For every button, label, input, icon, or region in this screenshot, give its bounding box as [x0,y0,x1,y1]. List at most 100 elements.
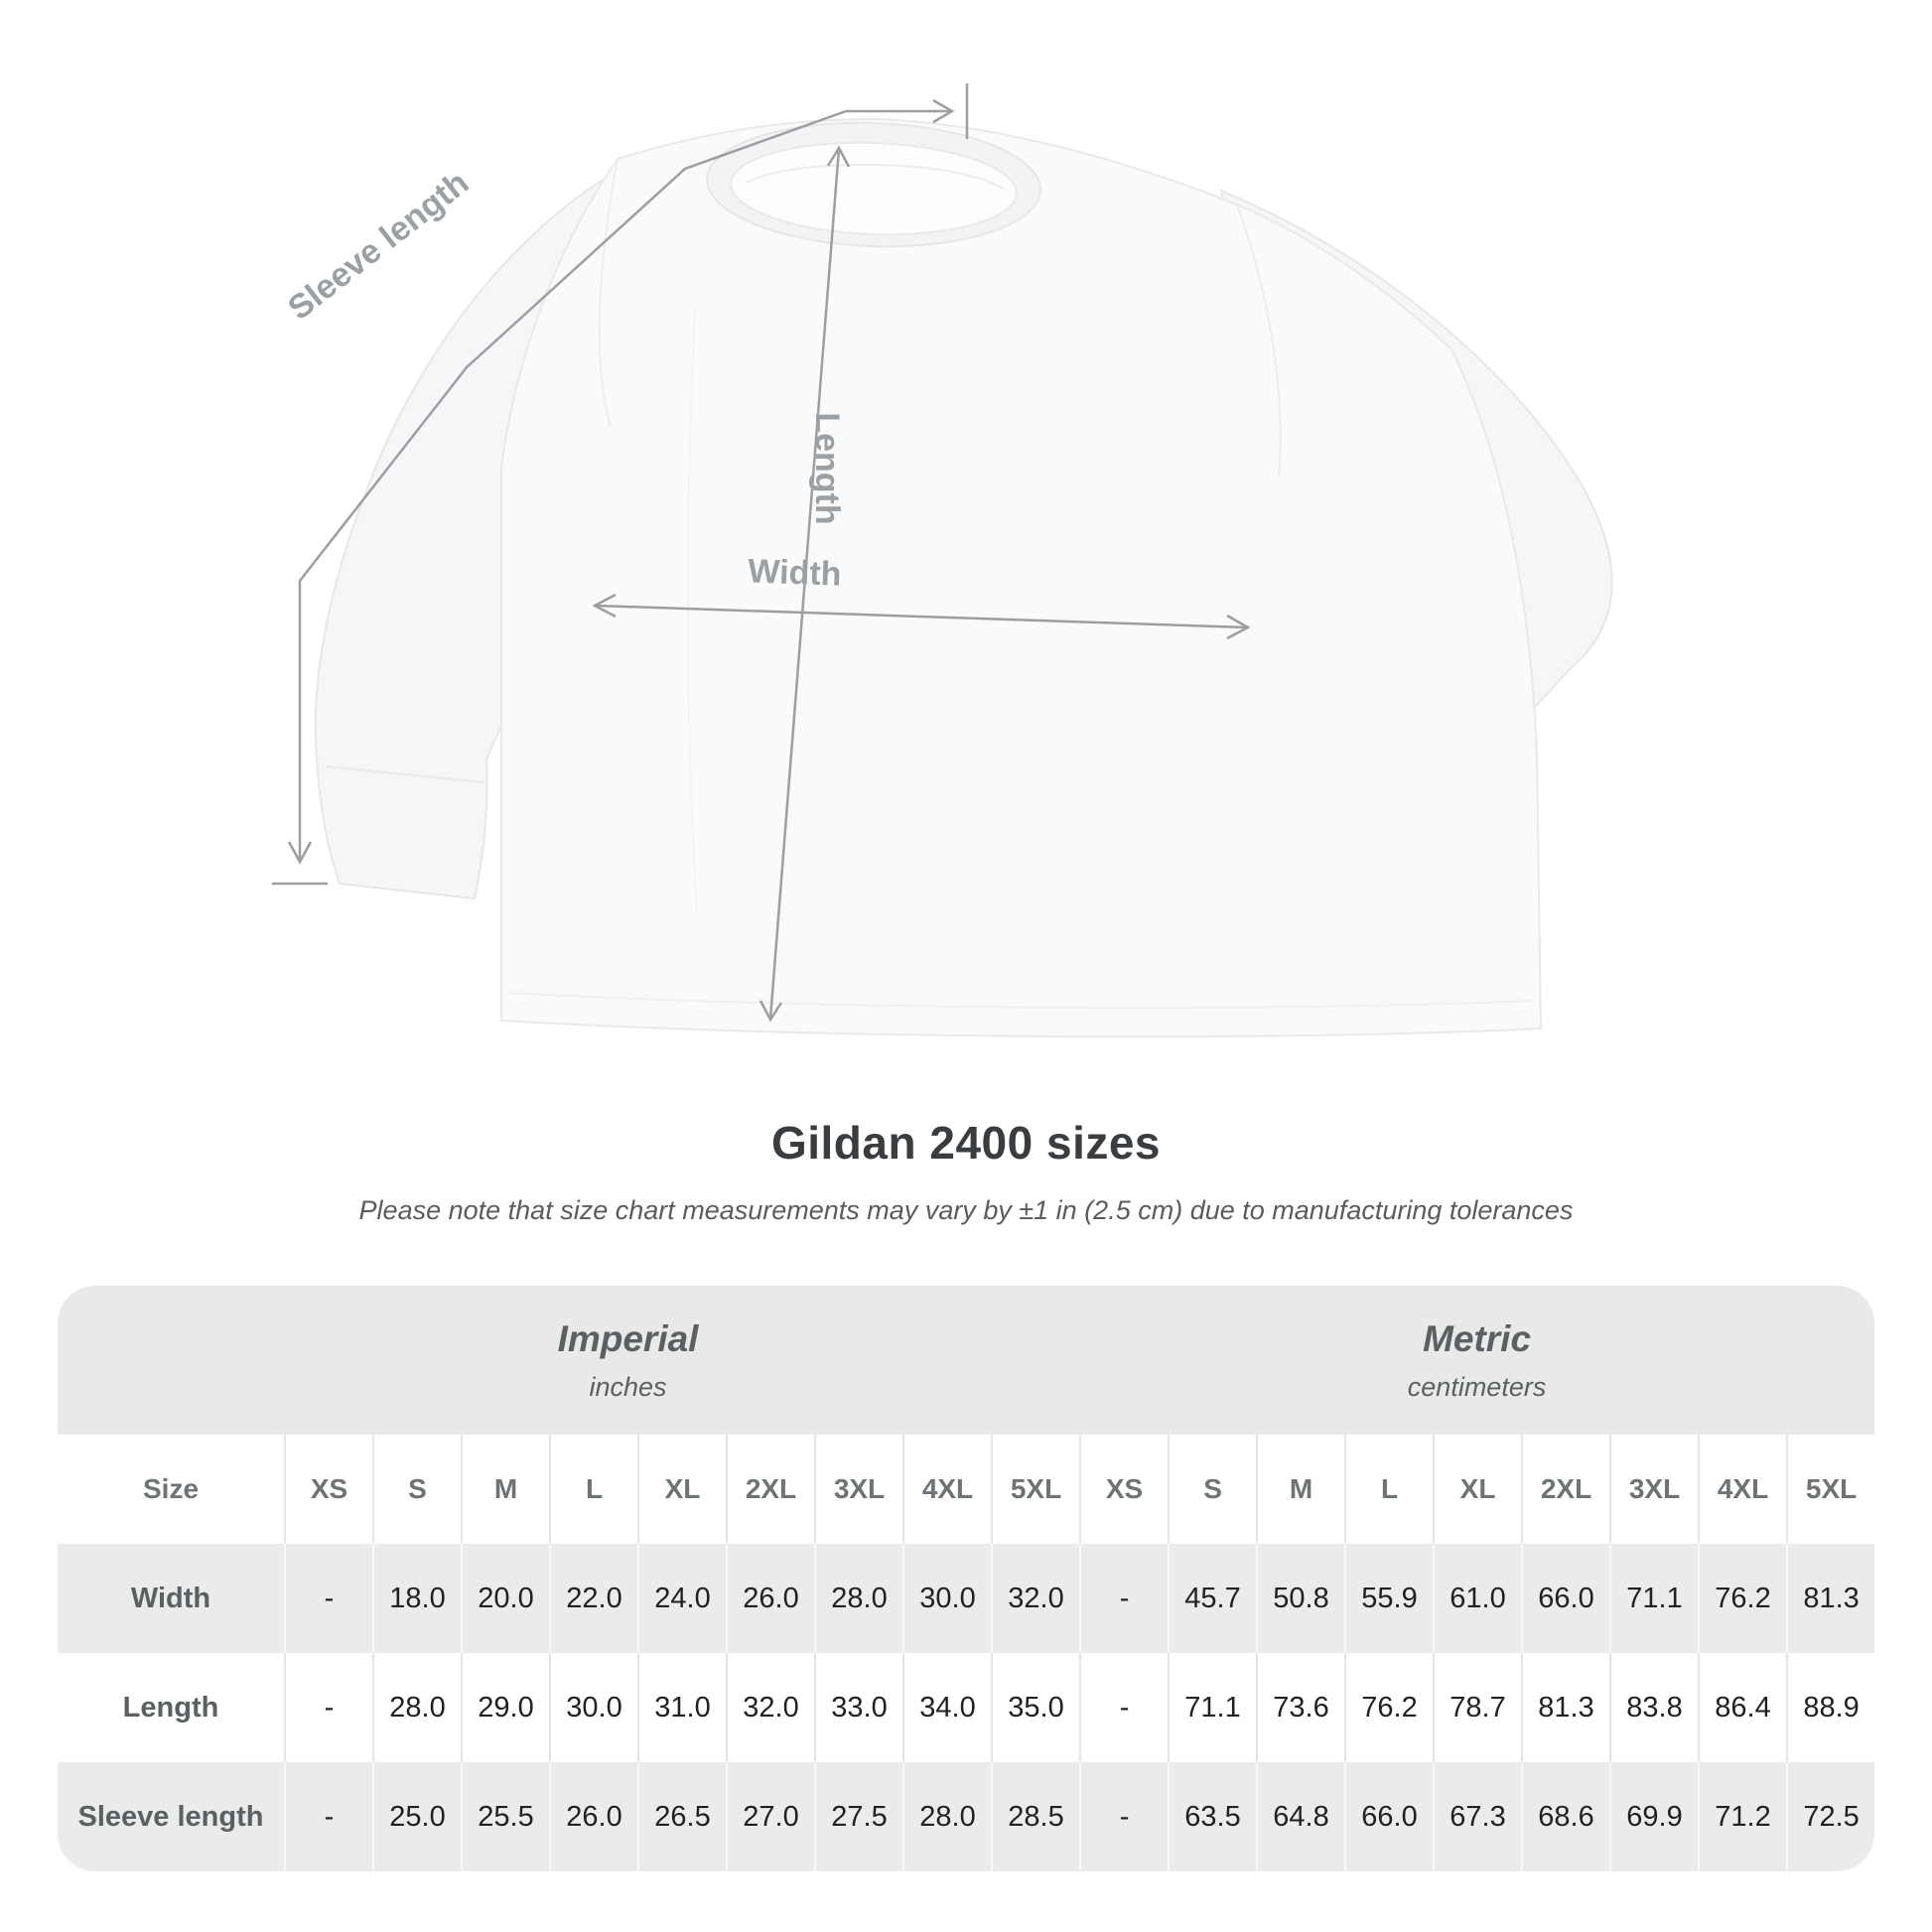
cell: - [1079,1762,1169,1871]
shirt-body [500,117,1543,1038]
cell: 66.0 [1521,1544,1610,1653]
imperial-label: Imperial [557,1317,699,1359]
length-arrowhead-up [826,145,851,168]
row-label: Width [58,1544,284,1653]
shirt-collar-back-seam [746,163,1004,190]
cell: 18.0 [372,1544,461,1653]
cell: 66.0 [1344,1762,1434,1871]
cell: 71.2 [1698,1762,1787,1871]
tolerance-note: Please note that size chart measurements… [358,1195,1574,1225]
sleeve-length-label: Sleeve length [281,164,476,328]
cell: 86.4 [1698,1653,1787,1762]
size-col-header: XS [284,1435,372,1544]
cell: 50.8 [1256,1544,1345,1653]
cell: 68.6 [1521,1762,1610,1871]
size-col-header: L [549,1435,637,1544]
table-row-sleeve-length: Sleeve length - 25.0 25.5 26.0 26.5 27.0… [58,1762,1875,1871]
cell: - [284,1544,372,1653]
size-col-header: S [372,1435,461,1544]
shirt-fold-line [686,307,698,914]
shirt-left-armhole-seam [598,158,619,428]
cell: 32.0 [991,1544,1080,1653]
cell: 81.3 [1521,1653,1610,1762]
sleeve-length-arrowhead-down [287,841,313,865]
length-arrowhead-down [759,1000,783,1023]
cell: 30.0 [902,1544,991,1653]
size-table: Imperial inches Metric centimeters Size … [58,1286,1875,1871]
table-row-length: Length - 28.0 29.0 30.0 31.0 32.0 33.0 3… [58,1653,1875,1762]
cell: 35.0 [991,1653,1080,1762]
shirt-hem-seam [510,992,1535,1009]
cell: 88.9 [1786,1653,1875,1762]
shirt-right-armhole-seam [1236,204,1282,478]
length-line [768,148,841,1020]
cell: - [284,1762,372,1871]
metric-label: Metric [1423,1317,1532,1359]
cell: 31.0 [637,1653,726,1762]
size-col-header: 4XL [902,1435,991,1544]
cell: 28.0 [814,1544,902,1653]
cell: 69.9 [1609,1762,1699,1871]
cell: 72.5 [1786,1762,1875,1871]
size-col-header: 5XL [1786,1435,1875,1544]
size-col-header: XL [637,1435,726,1544]
cell: 71.1 [1168,1653,1257,1762]
size-col-header: 2XL [726,1435,814,1544]
cell: 26.5 [637,1762,726,1871]
cell: 22.0 [549,1544,637,1653]
cell: - [1079,1653,1169,1762]
cell: 26.0 [726,1544,814,1653]
sleeve-length-line [298,109,847,860]
width-line [595,604,1248,629]
size-col-header: 4XL [1698,1435,1787,1544]
cell: 20.0 [461,1544,549,1653]
size-header-cell: Size [58,1435,284,1544]
size-col-header: 3XL [814,1435,902,1544]
width-label: Width [748,552,842,593]
unit-group-band: Imperial inches Metric centimeters [58,1286,1875,1435]
row-label: Sleeve length [58,1762,284,1871]
cell: 32.0 [726,1653,814,1762]
cell: 34.0 [902,1653,991,1762]
size-col-header: S [1168,1435,1257,1544]
cell: 45.7 [1168,1544,1257,1653]
size-col-header: XS [1079,1435,1169,1544]
cell: 83.8 [1609,1653,1699,1762]
size-header-row: Size XS S M L XL 2XL 3XL 4XL 5XL XS S M … [58,1435,1875,1544]
size-col-header: M [1256,1435,1345,1544]
cell: 30.0 [549,1653,637,1762]
cell: 71.1 [1609,1544,1699,1653]
cell: 25.5 [461,1762,549,1871]
size-col-header: 3XL [1609,1435,1699,1544]
cell: 76.2 [1344,1653,1434,1762]
sleeve-length-arrowhead-right [932,98,955,124]
cell: 24.0 [637,1544,726,1653]
unit-group-metric: Metric centimeters [1079,1286,1875,1435]
cell: 26.0 [549,1762,637,1871]
page-title: Gildan 2400 sizes [770,1117,1162,1169]
cell: 28.0 [372,1653,461,1762]
cell: 61.0 [1433,1544,1522,1653]
shirt-collar-opening [730,141,1018,236]
shirt-illustration [314,117,1613,1038]
cell: - [1079,1544,1169,1653]
unit-group-imperial: Imperial inches [58,1286,1080,1435]
imperial-sublabel: inches [589,1371,667,1402]
cell: 67.3 [1433,1762,1522,1871]
cell: 28.5 [991,1762,1080,1871]
cell: 64.8 [1256,1762,1345,1871]
cell: 27.5 [814,1762,902,1871]
size-col-header: 5XL [991,1435,1080,1544]
cell: 81.3 [1786,1544,1875,1653]
table-row-width: Width - 18.0 20.0 22.0 24.0 26.0 28.0 30… [58,1544,1875,1653]
length-label: Length [808,412,846,524]
cell: 73.6 [1256,1653,1345,1762]
measurement-lines [272,83,1251,1023]
size-col-header: 2XL [1521,1435,1610,1544]
cell: 55.9 [1344,1544,1434,1653]
shirt-measurement-diagram: Sleeve length Length Width [272,83,1613,1038]
cell: 29.0 [461,1653,549,1762]
row-label: Length [58,1653,284,1762]
cell: 78.7 [1433,1653,1522,1762]
cell: 28.0 [902,1762,991,1871]
